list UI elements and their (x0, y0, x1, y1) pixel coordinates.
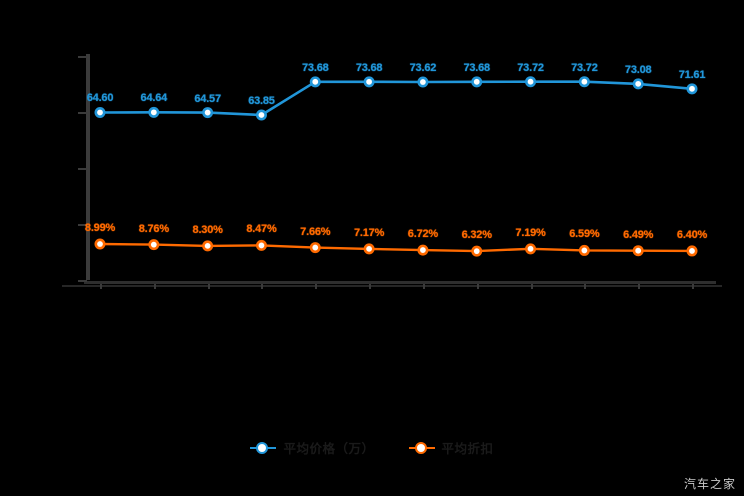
data-point-marker[interactable] (255, 239, 267, 251)
data-point-marker[interactable] (148, 239, 160, 251)
data-point-marker[interactable] (202, 107, 214, 119)
data-point-marker[interactable] (632, 78, 644, 90)
data-label: 7.66% (300, 225, 331, 238)
legend-item-price[interactable]: 平均价格（万） (250, 438, 374, 457)
data-label: 6.40% (676, 228, 708, 241)
data-point-marker[interactable] (94, 106, 106, 118)
legend-label-discount: 平均折扣 (441, 442, 494, 456)
data-label: 6.32% (461, 229, 492, 242)
data-point-marker[interactable] (417, 244, 429, 256)
data-label: 73.68 (463, 61, 490, 74)
x-axis-baseline (62, 285, 722, 287)
legend-marker-price-icon (250, 441, 277, 454)
data-label: 7.17% (353, 226, 385, 239)
data-point-marker[interactable] (417, 76, 429, 88)
x-axis-tick (153, 284, 156, 289)
y-axis-tick (78, 224, 87, 226)
data-point-marker[interactable] (363, 76, 375, 88)
x-axis-tick (692, 284, 694, 289)
markers-discount (94, 238, 698, 257)
data-point-marker[interactable] (686, 245, 698, 257)
legend-label-price: 平均价格（万） (283, 442, 375, 456)
data-point-marker[interactable] (632, 245, 644, 257)
line-series-discount (98, 242, 694, 253)
data-point-marker[interactable] (525, 76, 537, 88)
data-label: 8.47% (246, 223, 277, 236)
data-point-marker[interactable] (309, 76, 321, 88)
data-label: 6.72% (407, 228, 439, 241)
chart-legend: 平均价格（万） 平均折扣 (0, 438, 744, 457)
y-axis (86, 54, 90, 280)
data-label: 73.62 (409, 62, 437, 75)
data-label: 8.30% (192, 223, 223, 236)
data-label: 64.57 (194, 92, 221, 105)
x-axis-tick (207, 284, 210, 289)
x-axis-tick (261, 284, 264, 289)
data-point-marker[interactable] (363, 243, 375, 255)
data-label: 73.72 (517, 61, 544, 74)
data-point-marker[interactable] (94, 238, 106, 250)
y-axis-tick (78, 56, 87, 58)
data-label: 73.68 (355, 61, 383, 74)
x-axis-tick (369, 284, 372, 289)
data-label: 7.19% (515, 226, 546, 239)
legend-item-discount[interactable]: 平均折扣 (408, 438, 494, 457)
legend-marker-discount-icon (408, 441, 435, 454)
data-point-marker[interactable] (148, 106, 160, 118)
data-label: 73.72 (571, 61, 598, 74)
data-point-marker[interactable] (471, 245, 483, 257)
data-label: 63.85 (248, 95, 275, 107)
x-axis-tick (530, 284, 533, 289)
x-axis-tick (638, 284, 641, 289)
watermark: 汽车之家 (683, 477, 736, 491)
data-point-marker[interactable] (686, 83, 698, 95)
data-point-marker[interactable] (471, 76, 483, 88)
y-axis-tick (78, 280, 87, 282)
markers-price (94, 76, 698, 121)
data-point-marker[interactable] (578, 76, 590, 88)
data-point-marker[interactable] (578, 244, 590, 256)
y-axis-tick (78, 168, 87, 170)
x-axis-tick (422, 284, 425, 289)
data-label: 64.60 (86, 92, 114, 105)
x-axis-tick (100, 284, 102, 289)
data-point-marker[interactable] (309, 242, 321, 254)
data-label: 73.08 (624, 63, 652, 76)
data-point-marker[interactable] (525, 243, 537, 255)
data-label: 71.61 (678, 68, 706, 81)
x-axis (84, 281, 716, 284)
data-label: 64.64 (140, 92, 168, 105)
data-label: 6.59% (569, 228, 600, 241)
data-label: 8.99% (84, 222, 116, 235)
data-point-marker[interactable] (202, 240, 214, 252)
data-label: 6.49% (623, 228, 654, 241)
data-point-marker[interactable] (255, 109, 267, 121)
data-label: 73.68 (302, 61, 329, 74)
data-label: 8.76% (138, 222, 169, 235)
x-axis-tick (315, 284, 318, 289)
x-axis-tick (476, 284, 479, 289)
x-axis-tick (584, 284, 587, 289)
line-series-price (98, 80, 694, 117)
y-axis-tick (78, 112, 87, 114)
